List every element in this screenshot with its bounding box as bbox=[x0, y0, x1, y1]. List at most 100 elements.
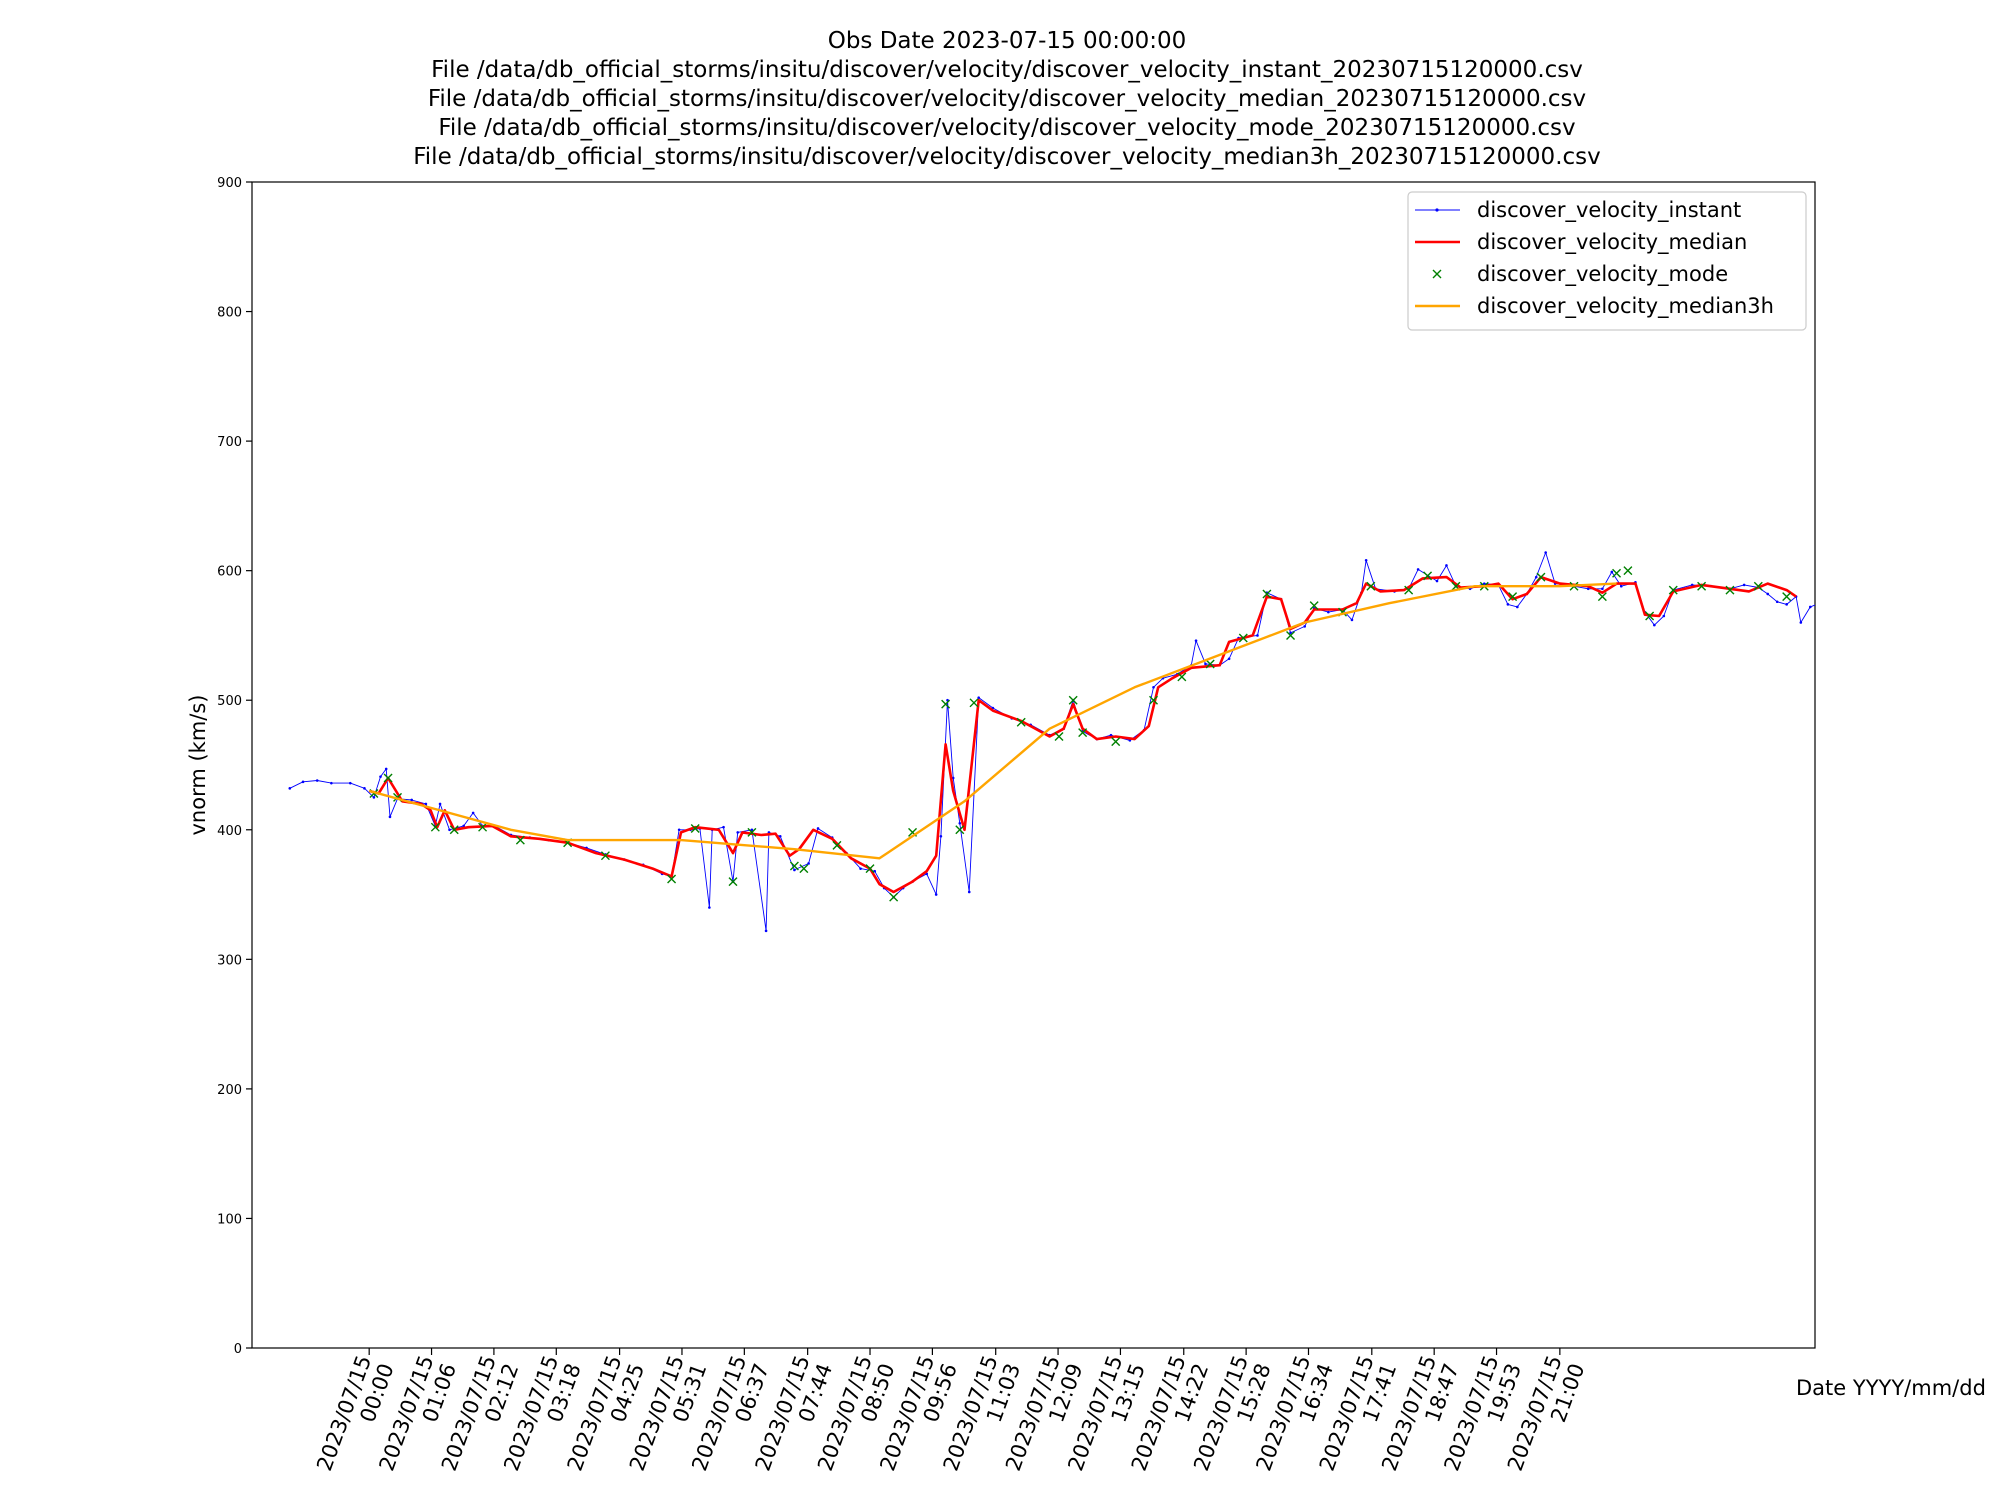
instant-point bbox=[951, 776, 955, 780]
mode-marker bbox=[1262, 589, 1272, 599]
series-discover_velocity_median3h bbox=[368, 582, 1617, 860]
mode-marker bbox=[747, 827, 757, 837]
mode-marker bbox=[1177, 672, 1187, 682]
title-line-median3h-file: File /data/db_official_storms/insitu/dis… bbox=[413, 144, 1601, 170]
instant-point bbox=[1690, 583, 1694, 587]
y-tick-label: 100 bbox=[217, 1212, 242, 1227]
instant-point bbox=[1601, 587, 1604, 591]
instant-point bbox=[348, 781, 352, 785]
instant-point bbox=[1742, 583, 1746, 587]
instant-point bbox=[462, 824, 465, 828]
instant-point bbox=[438, 802, 442, 806]
instant-point bbox=[778, 834, 782, 838]
instant-point bbox=[939, 834, 943, 838]
mode-marker bbox=[955, 825, 965, 835]
y-axis: 0 100 200 300 400 500 600 700 800 900 bbox=[217, 176, 252, 1357]
mode-marker bbox=[1238, 633, 1248, 643]
instant-point bbox=[1534, 575, 1538, 579]
instant-point bbox=[1766, 592, 1770, 596]
legend-label: discover_velocity_mode bbox=[1477, 262, 1728, 287]
instant-point bbox=[1152, 685, 1155, 689]
instant-point bbox=[677, 828, 681, 832]
legend-label: discover_velocity_median3h bbox=[1477, 294, 1774, 319]
mode-marker bbox=[1016, 717, 1026, 727]
instant-point bbox=[750, 828, 754, 832]
plot-area-frame bbox=[251, 181, 1816, 1349]
y-tick-label: 400 bbox=[217, 824, 242, 839]
instant-point bbox=[764, 929, 768, 933]
instant-point bbox=[958, 822, 962, 825]
instant-point bbox=[708, 906, 711, 909]
mode-marker bbox=[1111, 737, 1121, 747]
instant-point bbox=[1435, 579, 1439, 583]
instant-point bbox=[301, 780, 305, 784]
legend-label: discover_velocity_median bbox=[1477, 230, 1747, 255]
instant-point bbox=[1364, 559, 1368, 562]
legend: discover_velocity_instant discover_veloci… bbox=[1407, 191, 1807, 331]
mode-marker bbox=[1366, 581, 1376, 591]
mode-marker bbox=[383, 773, 393, 783]
instant-point bbox=[1303, 625, 1307, 628]
mode-marker bbox=[1309, 601, 1319, 611]
mode-marker bbox=[449, 825, 459, 835]
instant-point bbox=[388, 815, 392, 819]
legend-label: discover_velocity_instant bbox=[1477, 198, 1741, 223]
y-tick-label: 700 bbox=[217, 435, 242, 450]
instant-point bbox=[1662, 614, 1666, 618]
instant-point bbox=[1516, 605, 1519, 609]
instant-point bbox=[1653, 623, 1656, 627]
mode-marker bbox=[941, 699, 951, 709]
mode-marker bbox=[690, 823, 700, 833]
instant-point bbox=[363, 787, 366, 790]
mode-marker bbox=[600, 851, 610, 861]
mode-marker bbox=[1054, 732, 1064, 741]
legend-swatch-dot bbox=[1435, 208, 1439, 212]
x-axis-label: Date YYYY/mm/dd bbox=[1796, 1376, 1986, 1400]
instant-point bbox=[384, 767, 388, 771]
mode-marker bbox=[1697, 581, 1707, 591]
y-tick-label: 0 bbox=[234, 1342, 242, 1357]
mode-marker bbox=[1508, 592, 1518, 602]
y-axis-label: vnorm (km/s) bbox=[186, 694, 210, 835]
mode-marker bbox=[1536, 572, 1546, 582]
discover_velocity_median3h-line bbox=[368, 582, 1617, 860]
mode-marker bbox=[728, 877, 738, 887]
title-line-instant-file: File /data/db_official_storms/insitu/dis… bbox=[431, 57, 1583, 83]
instant-point bbox=[1544, 551, 1547, 554]
instant-point bbox=[1204, 662, 1207, 666]
instant-point bbox=[934, 893, 938, 896]
instant-point bbox=[736, 831, 740, 834]
instant-point bbox=[410, 798, 414, 802]
instant-point bbox=[424, 802, 428, 806]
instant-point bbox=[1227, 657, 1231, 661]
instant-point bbox=[977, 696, 980, 699]
y-tick-label: 800 bbox=[217, 306, 242, 321]
mode-marker bbox=[799, 864, 809, 874]
y-tick-label: 900 bbox=[217, 176, 242, 191]
mode-marker bbox=[1782, 592, 1792, 602]
instant-point bbox=[1785, 603, 1788, 606]
mode-marker bbox=[832, 840, 842, 850]
instant-point bbox=[288, 787, 292, 790]
instant-point bbox=[1799, 621, 1803, 624]
instant-point bbox=[1445, 564, 1448, 567]
y-tick-label: 600 bbox=[217, 565, 242, 580]
mode-marker bbox=[789, 861, 799, 871]
instant-point bbox=[1289, 631, 1292, 635]
instant-point bbox=[1416, 568, 1420, 571]
mode-marker bbox=[1597, 592, 1607, 602]
mode-marker bbox=[969, 698, 979, 708]
mode-marker bbox=[1078, 728, 1088, 738]
mode-marker bbox=[1423, 571, 1433, 581]
instant-point bbox=[722, 825, 725, 829]
mode-marker bbox=[1068, 695, 1078, 705]
mode-marker bbox=[1286, 630, 1296, 640]
instant-point bbox=[372, 796, 376, 799]
instant-point bbox=[793, 868, 796, 872]
instant-point bbox=[1506, 603, 1510, 606]
mode-marker bbox=[515, 835, 525, 845]
y-tick-label: 300 bbox=[217, 953, 242, 968]
instant-point bbox=[448, 828, 451, 832]
mode-marker bbox=[1753, 581, 1763, 591]
instant-point bbox=[1327, 610, 1330, 614]
